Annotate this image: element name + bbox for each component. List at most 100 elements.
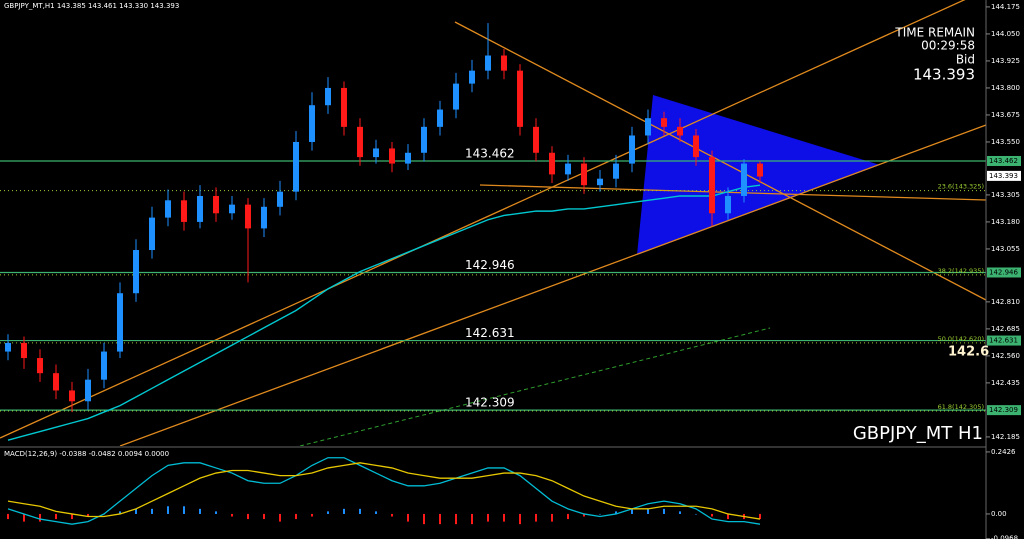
candle-body	[725, 195, 731, 214]
time-remain-label: TIME REMAIN	[894, 26, 975, 40]
candle-body	[357, 126, 363, 158]
histogram-bar	[247, 513, 249, 520]
bid-box	[987, 170, 1021, 181]
level-box	[987, 405, 1021, 416]
histogram-bar	[359, 508, 361, 514]
level-box	[987, 155, 1021, 166]
candle-body	[565, 163, 571, 175]
candle-body	[197, 195, 203, 222]
y-tick-label: 143.550	[991, 138, 1020, 146]
histogram-bar	[135, 508, 137, 514]
level-box-label: 142.631	[989, 337, 1018, 345]
histogram-bar	[407, 513, 409, 522]
histogram-bar	[375, 511, 377, 514]
histogram-bar	[23, 513, 25, 522]
histogram-bar	[599, 513, 601, 515]
level-label: 142.631	[465, 326, 515, 340]
candle-body	[277, 191, 283, 207]
histogram-bar	[663, 508, 665, 514]
time-remain-value: 00:29:58	[921, 39, 975, 53]
histogram-bar	[311, 513, 313, 517]
histogram-bar	[279, 513, 281, 522]
histogram-bar	[567, 513, 569, 520]
y-tick-label: 143.180	[991, 218, 1020, 226]
candle-body	[245, 204, 251, 229]
y-tick-label: 142.435	[991, 379, 1020, 387]
candle-body	[549, 152, 555, 175]
histogram-bar	[231, 513, 233, 517]
candle-body	[149, 217, 155, 251]
symbol-label: GBPJPY_MT H1	[853, 423, 983, 444]
candle-body	[485, 55, 491, 71]
trend-line	[0, 0, 966, 439]
y-tick-label: 144.175	[991, 3, 1020, 11]
level-box-label: 142.946	[989, 268, 1018, 276]
histogram-bar	[647, 508, 649, 514]
histogram-bar	[167, 506, 169, 514]
y-tick-label: 0.2426	[991, 448, 1016, 456]
y-tick-label: -0.0968	[991, 535, 1018, 539]
histogram-bar	[487, 513, 489, 522]
trend-line	[479, 184, 986, 201]
candle-body	[533, 126, 539, 153]
candle-body	[581, 163, 587, 186]
drawings	[0, 0, 986, 446]
trend-line	[299, 327, 771, 446]
candle-body	[21, 342, 27, 359]
candle-body	[421, 126, 427, 153]
candle-body	[373, 148, 379, 158]
chart-header: GBPJPY_MT,H1 143.385 143.461 143.330 143…	[4, 2, 179, 10]
candle-body	[613, 163, 619, 179]
fib-label: 38.2(142.935)	[938, 267, 984, 275]
y-tick-label: 142.810	[991, 298, 1020, 306]
histogram-bar	[695, 513, 697, 515]
histogram-bar	[343, 508, 345, 514]
candle-body	[677, 126, 683, 136]
candle-body	[181, 200, 187, 222]
level-label: 142.309	[465, 396, 515, 410]
candle-body	[229, 204, 235, 214]
candle-body	[165, 200, 171, 218]
level-box	[987, 335, 1021, 346]
fib-label: 61.8(142.305)	[938, 403, 984, 411]
y-tick-label: 142.560	[991, 352, 1020, 360]
candle-body	[453, 83, 459, 110]
trend-line	[119, 124, 986, 446]
ma-line	[7, 184, 761, 441]
histogram-bar	[679, 511, 681, 514]
level-label: 143.462	[465, 146, 515, 160]
histogram-bar	[215, 511, 217, 514]
bid-box-label: 143.393	[989, 172, 1018, 180]
candle-body	[469, 70, 475, 84]
candle-body	[85, 379, 91, 402]
fib-label: 50.0(142.620)	[938, 335, 984, 343]
histogram-bar	[327, 511, 329, 514]
candle-body	[325, 87, 331, 106]
y-tick-label: 0.00	[991, 510, 1007, 518]
candle-body	[101, 351, 107, 380]
candle-body	[389, 148, 395, 164]
candle-body	[261, 206, 267, 229]
histogram-bar	[503, 513, 505, 522]
level-box	[987, 267, 1021, 278]
y-tick-label: 142.185	[991, 433, 1020, 441]
macd-line	[7, 457, 761, 525]
level-box-label: 143.462	[989, 157, 1018, 165]
bid-value: 143.393	[913, 66, 975, 84]
fib-label: 23.6(143.325)	[938, 183, 984, 191]
level-box-label: 142.309	[989, 406, 1018, 414]
candle-body	[757, 163, 763, 177]
candle-body	[293, 141, 299, 192]
histogram-bar	[759, 513, 761, 520]
histogram-bar	[263, 513, 265, 520]
candle-body	[501, 55, 507, 71]
candle-body	[117, 293, 123, 352]
histogram-bar	[455, 513, 457, 525]
histogram-bar	[199, 508, 201, 514]
histogram-bar	[87, 513, 89, 517]
y-tick-label: 144.050	[991, 30, 1020, 38]
histogram-bar	[471, 513, 473, 525]
histogram-bar	[631, 508, 633, 514]
candle-body	[405, 152, 411, 164]
histogram-bar	[439, 513, 441, 525]
